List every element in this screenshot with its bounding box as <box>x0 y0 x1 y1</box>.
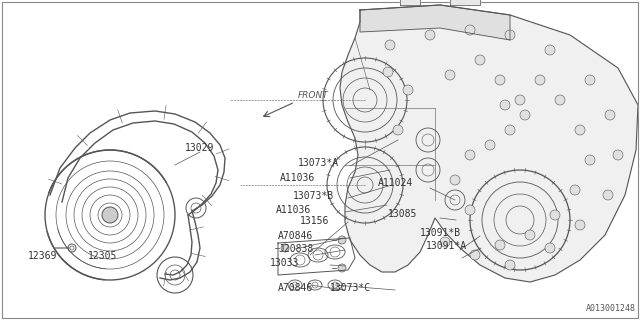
Circle shape <box>550 210 560 220</box>
Text: 13156: 13156 <box>300 216 330 226</box>
Circle shape <box>445 70 455 80</box>
Polygon shape <box>450 0 480 5</box>
Circle shape <box>570 185 580 195</box>
Circle shape <box>525 230 535 240</box>
Circle shape <box>495 240 505 250</box>
Text: 12305: 12305 <box>88 251 117 261</box>
Text: 13091*B: 13091*B <box>420 228 461 238</box>
Circle shape <box>505 30 515 40</box>
Text: 13029: 13029 <box>185 143 214 153</box>
Text: A11036: A11036 <box>280 173 316 183</box>
Text: A70846: A70846 <box>278 283 313 293</box>
Polygon shape <box>360 5 510 40</box>
Text: A70846: A70846 <box>278 231 313 241</box>
Text: 13085: 13085 <box>388 209 417 219</box>
Text: 13091*A: 13091*A <box>426 241 467 251</box>
Polygon shape <box>340 5 638 282</box>
Text: 12369: 12369 <box>28 251 58 261</box>
Circle shape <box>475 55 485 65</box>
Circle shape <box>102 207 118 223</box>
Text: A013001248: A013001248 <box>586 304 636 313</box>
Circle shape <box>465 25 475 35</box>
Circle shape <box>515 95 525 105</box>
Circle shape <box>338 264 346 272</box>
Text: 13073*C: 13073*C <box>330 283 371 293</box>
Circle shape <box>495 75 505 85</box>
Circle shape <box>385 40 395 50</box>
Circle shape <box>545 45 555 55</box>
Circle shape <box>520 110 530 120</box>
Circle shape <box>465 205 475 215</box>
Circle shape <box>393 125 403 135</box>
Circle shape <box>613 150 623 160</box>
Text: FRONT: FRONT <box>298 91 329 100</box>
Circle shape <box>440 237 450 247</box>
Circle shape <box>383 67 393 77</box>
Circle shape <box>545 243 555 253</box>
Circle shape <box>403 85 413 95</box>
Circle shape <box>338 236 346 244</box>
Circle shape <box>281 244 289 252</box>
Circle shape <box>535 75 545 85</box>
Text: J20838: J20838 <box>278 244 313 254</box>
Text: A11036: A11036 <box>276 205 311 215</box>
Text: A11024: A11024 <box>378 178 413 188</box>
Text: 13073*A: 13073*A <box>298 158 339 168</box>
Circle shape <box>603 190 613 200</box>
Circle shape <box>505 125 515 135</box>
Circle shape <box>585 155 595 165</box>
Polygon shape <box>400 0 420 5</box>
Circle shape <box>425 30 435 40</box>
Circle shape <box>575 125 585 135</box>
Circle shape <box>505 260 515 270</box>
Circle shape <box>465 150 475 160</box>
Circle shape <box>555 95 565 105</box>
Circle shape <box>585 75 595 85</box>
Circle shape <box>575 220 585 230</box>
Circle shape <box>450 175 460 185</box>
Circle shape <box>470 250 480 260</box>
Text: 13073*B: 13073*B <box>293 191 334 201</box>
Text: 13033: 13033 <box>270 258 300 268</box>
Circle shape <box>500 100 510 110</box>
Circle shape <box>605 110 615 120</box>
Circle shape <box>485 140 495 150</box>
